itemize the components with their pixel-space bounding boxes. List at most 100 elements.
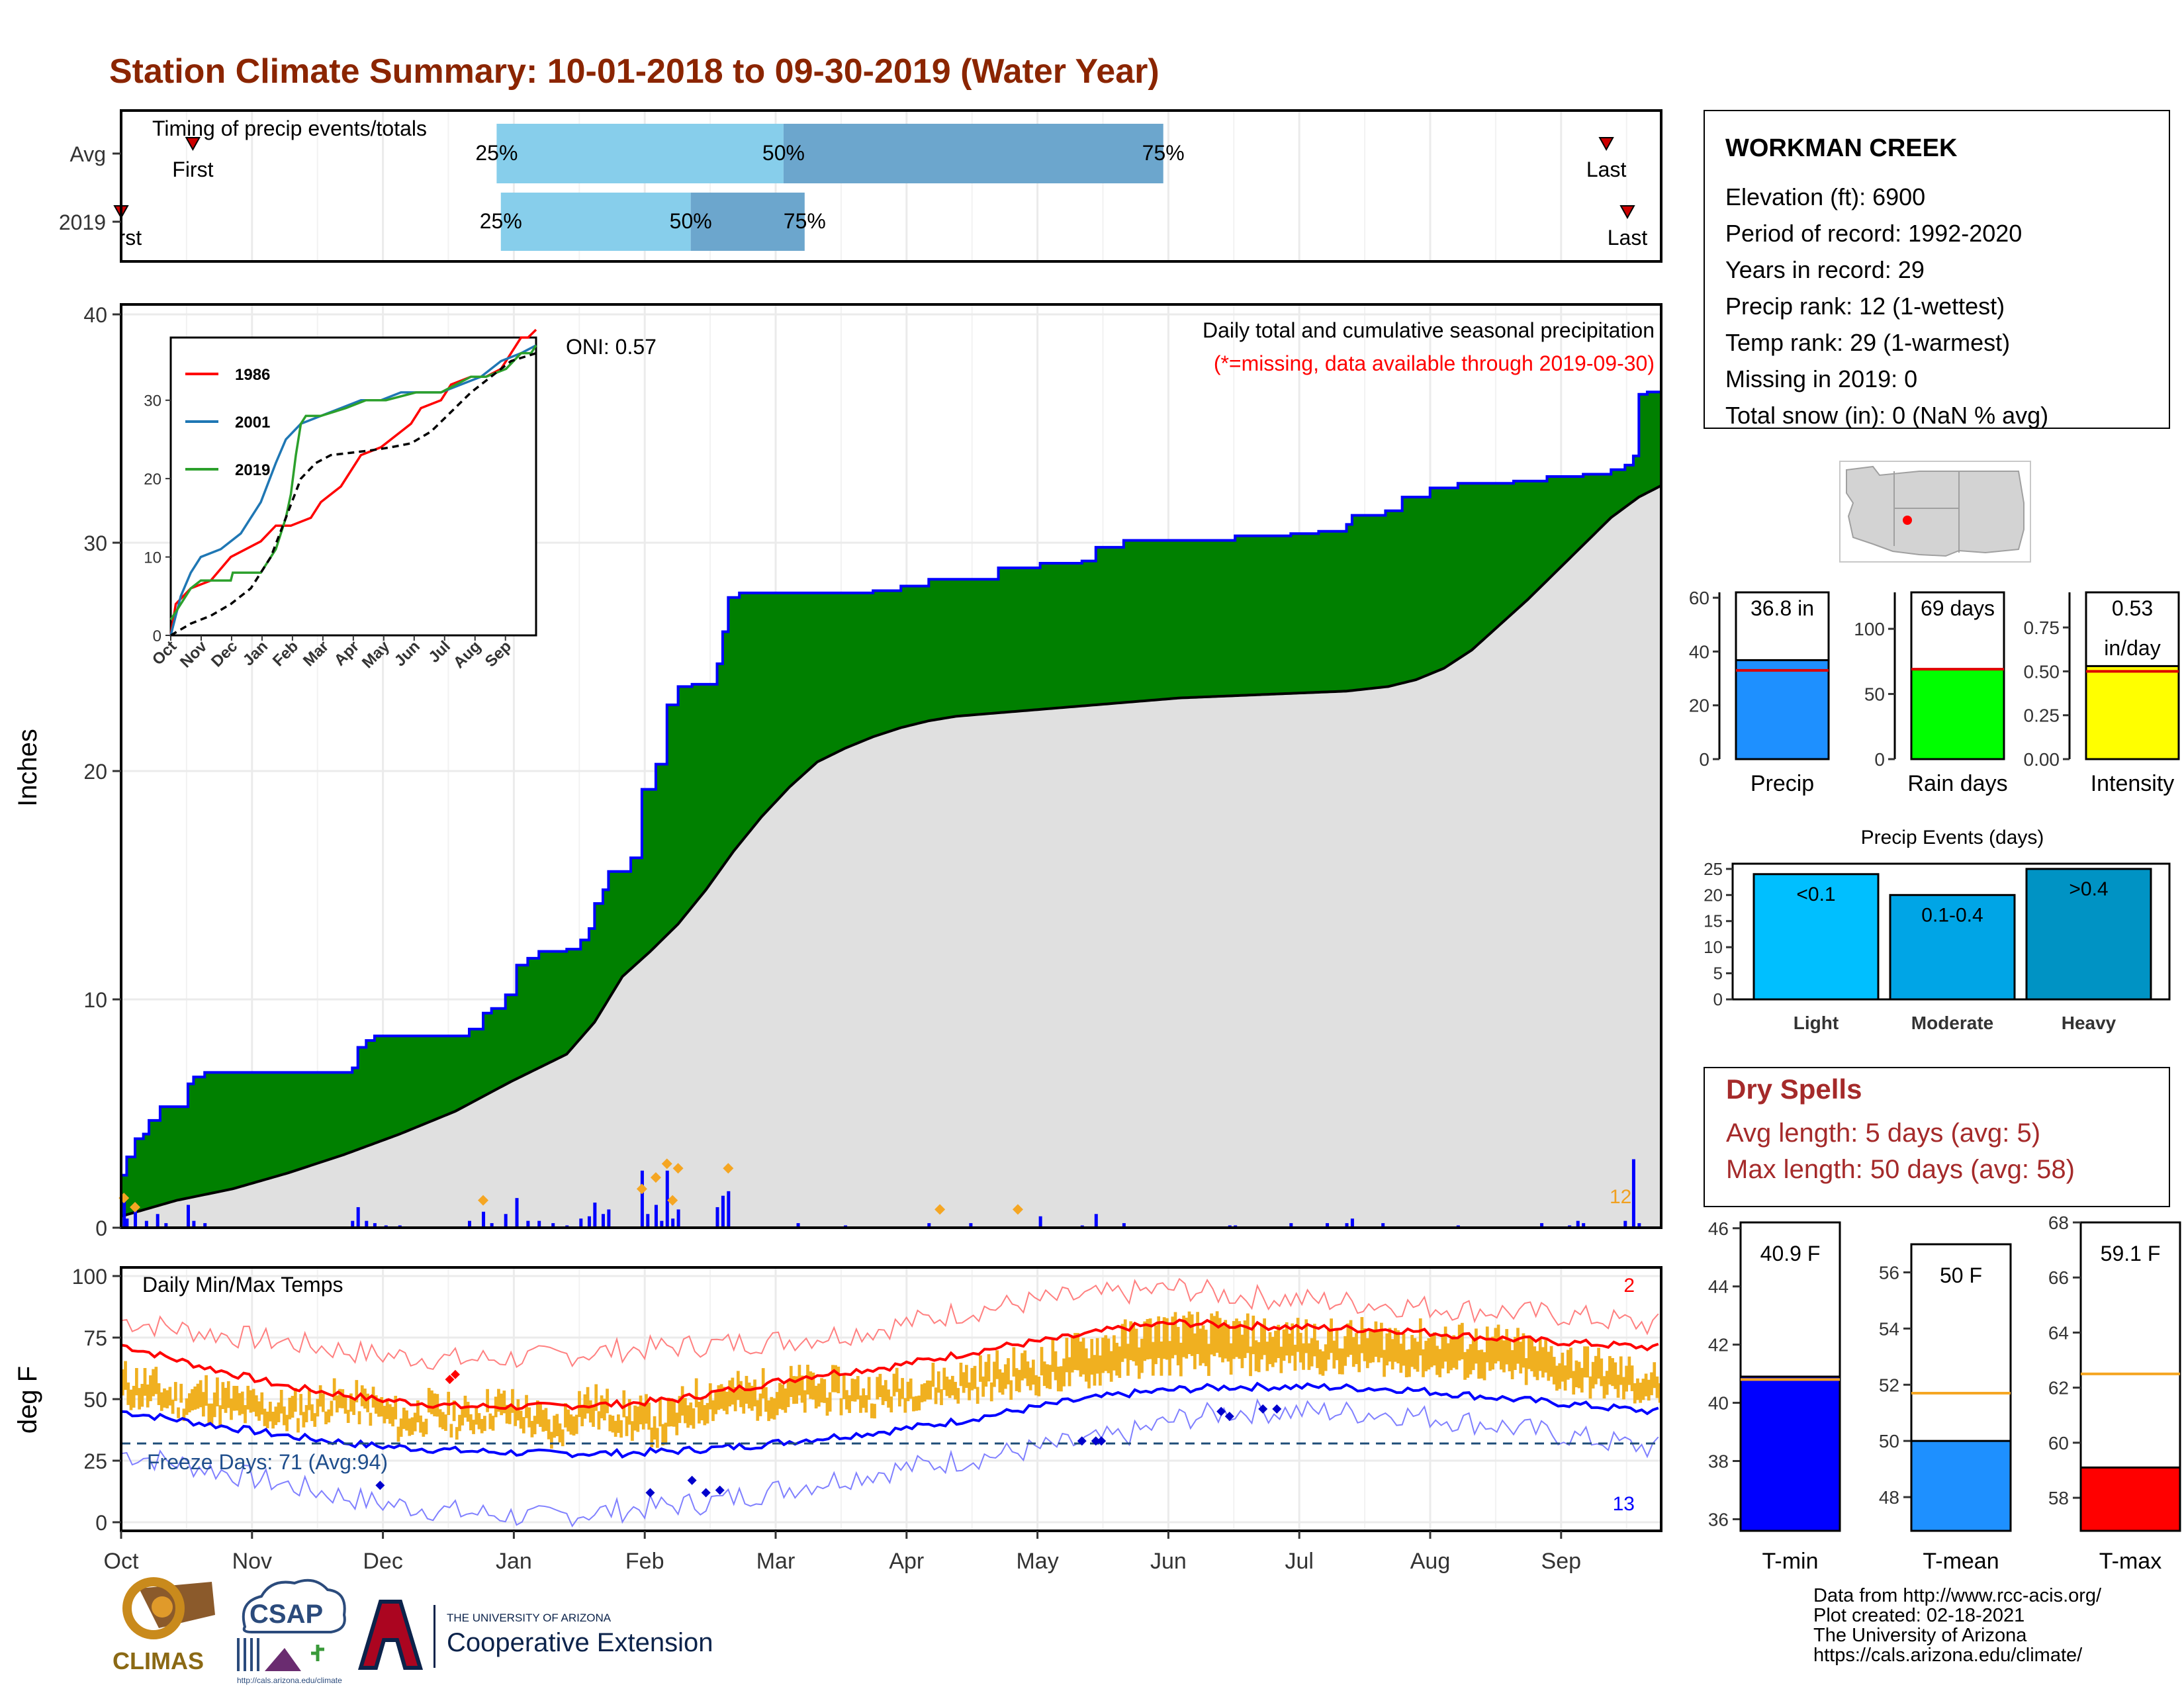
inset-x-label-Sep: Sep	[482, 637, 515, 670]
precip-diff-fill	[850, 592, 854, 747]
temp-daily-range-bar	[1056, 1366, 1060, 1392]
temp-daily-range-bar	[1034, 1375, 1038, 1396]
temp-daily-range-bar	[1438, 1349, 1442, 1377]
temp-daily-range-bar	[1296, 1318, 1300, 1352]
temp-bar-tick-label: 68	[2048, 1212, 2069, 1233]
precip-diff-fill	[761, 592, 765, 817]
temp-record-low-marker	[1216, 1406, 1226, 1416]
precip-diff-fill	[714, 684, 718, 878]
temp-daily-range-bar	[226, 1381, 230, 1408]
precip-diff-fill	[1533, 480, 1537, 594]
temp-daily-range-bar	[945, 1376, 949, 1396]
temp-daily-range-bar	[283, 1406, 286, 1426]
temp-daily-range-bar	[1084, 1348, 1088, 1382]
temp-daily-range-bar	[285, 1414, 289, 1432]
temp-avg-max-line	[120, 1318, 1659, 1411]
temp-daily-range-bar	[193, 1386, 197, 1410]
temp-daily-range-bar	[1488, 1338, 1492, 1371]
precip-diff-fill	[698, 684, 701, 900]
temp-daily-range-bar	[962, 1372, 966, 1393]
precip-daily-bar	[1540, 1223, 1544, 1228]
temp-daily-range-bar	[758, 1393, 762, 1416]
precip-diff-fill	[279, 1072, 283, 1175]
precip-diff-fill	[1218, 540, 1222, 697]
temp-daily-range-bar	[973, 1365, 977, 1389]
temp-daily-range-bar	[1547, 1351, 1551, 1381]
temp-daily-range-bar	[906, 1381, 910, 1402]
temp-daily-range-bar	[1588, 1376, 1592, 1399]
temp-daily-range-bar	[1416, 1342, 1420, 1372]
precip-diff-fill	[839, 592, 843, 751]
temp-daily-range-bar	[288, 1397, 292, 1420]
temp-daily-range-bar	[349, 1393, 353, 1412]
temp-daily-range-bar	[1482, 1352, 1486, 1381]
temp-daily-range-bar	[1070, 1337, 1074, 1373]
precip-diff-fill	[1627, 465, 1631, 506]
precip-diff-fill	[926, 586, 929, 722]
temp-daily-range-bar	[678, 1396, 682, 1424]
precip-daily-bar	[654, 1205, 658, 1228]
temp-daily-range-bar	[1054, 1351, 1058, 1381]
temp-daily-range-bar	[1466, 1349, 1470, 1378]
temp-bar-value-T-min	[1739, 1375, 1841, 1532]
mini-bar-tick-label: 100	[1854, 619, 1885, 639]
precip-diff-fill	[1614, 469, 1617, 516]
temp-bar-tick-label: 64	[2048, 1322, 2069, 1343]
temp-daily-range-bar	[377, 1398, 381, 1417]
footer-line: The University of Arizona	[1813, 1625, 2027, 1646]
temp-daily-range-bar	[711, 1400, 715, 1422]
temp-daily-range-bar	[330, 1400, 334, 1416]
precip-diff-fill	[154, 1120, 158, 1207]
temp-daily-range-bar	[1060, 1366, 1063, 1392]
precip-diff-fill	[862, 592, 866, 742]
precip-diff-fill	[915, 586, 919, 725]
precip-diff-fill	[199, 1077, 203, 1196]
precip-diff-fill	[1060, 563, 1063, 708]
precip-diff-fill	[1157, 540, 1161, 700]
precip-diff-fill	[1249, 535, 1253, 696]
precip-daily-bar	[122, 1200, 126, 1228]
temp-daily-range-bar	[1533, 1346, 1537, 1377]
precip-diff-fill	[745, 592, 749, 838]
precip-diff-fill	[1310, 533, 1314, 693]
precip-diff-fill	[1471, 483, 1475, 651]
precip-diff-fill	[516, 965, 520, 1079]
temp-daily-range-bar	[1190, 1314, 1194, 1356]
temp-daily-range-bar	[653, 1416, 657, 1440]
precip-diff-fill	[600, 903, 604, 1013]
temp-daily-range-bar	[1095, 1338, 1099, 1374]
precip-diff-fill	[1435, 488, 1439, 672]
temp-daily-range-bar	[1215, 1311, 1219, 1353]
temp-daily-range-bar	[672, 1399, 676, 1427]
precip-diff-fill	[299, 1072, 303, 1169]
temp-daily-range-bar	[1087, 1358, 1091, 1389]
temp-title: Daily Min/Max Temps	[142, 1273, 343, 1297]
inset-y-tick-label: 20	[144, 471, 161, 488]
precip-diff-fill	[483, 1013, 486, 1097]
precip-diff-fill	[1113, 547, 1116, 704]
temp-daily-range-bar	[1321, 1351, 1325, 1376]
precip-diff-fill	[934, 579, 938, 720]
timing-label-75-Avg: 75%	[1142, 141, 1185, 165]
events-tick-label: 15	[1704, 911, 1723, 931]
temp-daily-range-bar	[909, 1378, 913, 1399]
precip-diff-fill	[171, 1107, 175, 1203]
precip-daily-bar	[715, 1207, 719, 1228]
precip-diff-fill	[1650, 392, 1653, 492]
inset-y-tick-label: 30	[144, 392, 161, 410]
precip-diff-fill	[1120, 547, 1124, 703]
precip-diff-fill	[1430, 488, 1433, 674]
precip-diff-fill	[705, 684, 709, 890]
precip-diff-fill	[809, 592, 813, 770]
precip-diff-fill	[1457, 483, 1461, 659]
precip-diff-fill	[912, 586, 915, 725]
precip-diff-fill	[962, 579, 966, 716]
temp-daily-range-bar	[1591, 1361, 1595, 1389]
temp-daily-range-bar	[1129, 1321, 1132, 1361]
temp-daily-range-bar	[260, 1392, 264, 1415]
temp-daily-range-bar	[1015, 1368, 1019, 1391]
precip-diff-fill	[332, 1072, 336, 1159]
precip-diff-fill	[438, 1036, 442, 1119]
precip-diff-fill	[135, 1138, 138, 1212]
precip-diff-fill	[1379, 515, 1383, 688]
